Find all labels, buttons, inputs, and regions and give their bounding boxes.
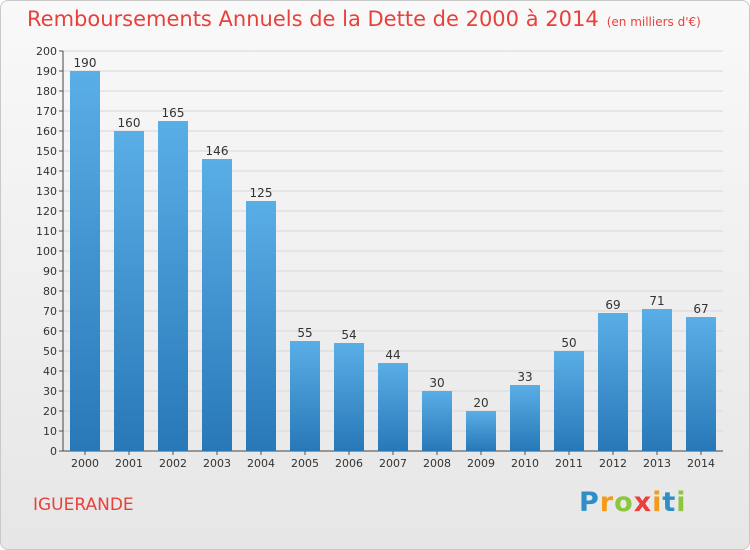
x-tick-label-2003: 2003 <box>203 457 231 470</box>
y-tick-label: 60 <box>43 325 57 338</box>
x-tick-label-2004: 2004 <box>247 457 275 470</box>
y-tick-label: 20 <box>43 405 57 418</box>
data-label-2000: 190 <box>74 56 97 70</box>
y-tick-label: 150 <box>36 145 57 158</box>
bar-2005 <box>290 341 320 451</box>
proxiti-logo: Proxiti <box>579 487 687 518</box>
bar-2010 <box>510 385 540 451</box>
y-tick-label: 80 <box>43 285 57 298</box>
data-label-2011: 50 <box>561 336 576 350</box>
bar-2006 <box>334 343 364 451</box>
x-tick-label-2011: 2011 <box>555 457 583 470</box>
y-tick-label: 50 <box>43 345 57 358</box>
title-text: Remboursements Annuels de la Dette de 20… <box>27 7 599 31</box>
y-tick-label: 130 <box>36 185 57 198</box>
data-label-2012: 69 <box>605 298 620 312</box>
bar-2004 <box>246 201 276 451</box>
y-tick-label: 180 <box>36 85 57 98</box>
data-label-2005: 55 <box>297 326 312 340</box>
data-label-2013: 71 <box>649 294 664 308</box>
logo-letter: P <box>579 487 600 518</box>
y-tick-label: 70 <box>43 305 57 318</box>
y-tick-label: 40 <box>43 365 57 378</box>
bar-2011 <box>554 351 584 451</box>
logo-letter: r <box>599 487 615 518</box>
logo-letter: o <box>614 487 634 518</box>
x-tick-label-2010: 2010 <box>511 457 539 470</box>
data-label-2007: 44 <box>385 348 400 362</box>
bar-2003 <box>202 159 232 451</box>
bar-2007 <box>378 363 408 451</box>
data-label-2008: 30 <box>429 376 444 390</box>
logo-letter: x <box>633 487 653 518</box>
title-unit: (en milliers d'€) <box>606 15 701 29</box>
data-label-2003: 146 <box>206 144 229 158</box>
x-tick-label-2001: 2001 <box>115 457 143 470</box>
y-tick-label: 170 <box>36 105 57 118</box>
data-label-2006: 54 <box>341 328 356 342</box>
data-label-2010: 33 <box>517 370 532 384</box>
bar-2013 <box>642 309 672 451</box>
x-tick-label-2007: 2007 <box>379 457 407 470</box>
y-tick-label: 90 <box>43 265 57 278</box>
bar-2000 <box>70 71 100 451</box>
x-tick-label-2012: 2012 <box>599 457 627 470</box>
data-label-2009: 20 <box>473 396 488 410</box>
y-tick-label: 140 <box>36 165 57 178</box>
data-label-2014: 67 <box>693 302 708 316</box>
y-tick-label: 10 <box>43 425 57 438</box>
data-label-2004: 125 <box>250 186 273 200</box>
y-tick-label: 100 <box>36 245 57 258</box>
x-tick-label-2014: 2014 <box>687 457 715 470</box>
chart-title: Remboursements Annuels de la Dette de 20… <box>27 7 701 31</box>
x-tick-label-2013: 2013 <box>643 457 671 470</box>
x-tick-label-2009: 2009 <box>467 457 495 470</box>
y-tick-label: 110 <box>36 225 57 238</box>
y-tick-label: 190 <box>36 65 57 78</box>
y-tick-label: 0 <box>50 445 57 458</box>
x-tick-label-2006: 2006 <box>335 457 363 470</box>
bar-2009 <box>466 411 496 451</box>
y-tick-label: 30 <box>43 385 57 398</box>
logo-letter: i <box>676 487 687 518</box>
y-tick-label: 200 <box>36 45 57 58</box>
x-tick-label-2002: 2002 <box>159 457 187 470</box>
x-tick-label-2008: 2008 <box>423 457 451 470</box>
bar-2014 <box>686 317 716 451</box>
y-tick-label: 160 <box>36 125 57 138</box>
commune-name: IGUERANDE <box>33 495 134 515</box>
y-tick-label: 120 <box>36 205 57 218</box>
x-tick-label-2000: 2000 <box>71 457 99 470</box>
data-label-2002: 165 <box>162 106 185 120</box>
bar-2008 <box>422 391 452 451</box>
logo-letter: t <box>662 487 677 518</box>
x-tick-label-2005: 2005 <box>291 457 319 470</box>
data-label-2001: 160 <box>118 116 141 130</box>
bar-2001 <box>114 131 144 451</box>
bar-2002 <box>158 121 188 451</box>
bar-2012 <box>598 313 628 451</box>
logo-letter: i <box>652 487 663 518</box>
